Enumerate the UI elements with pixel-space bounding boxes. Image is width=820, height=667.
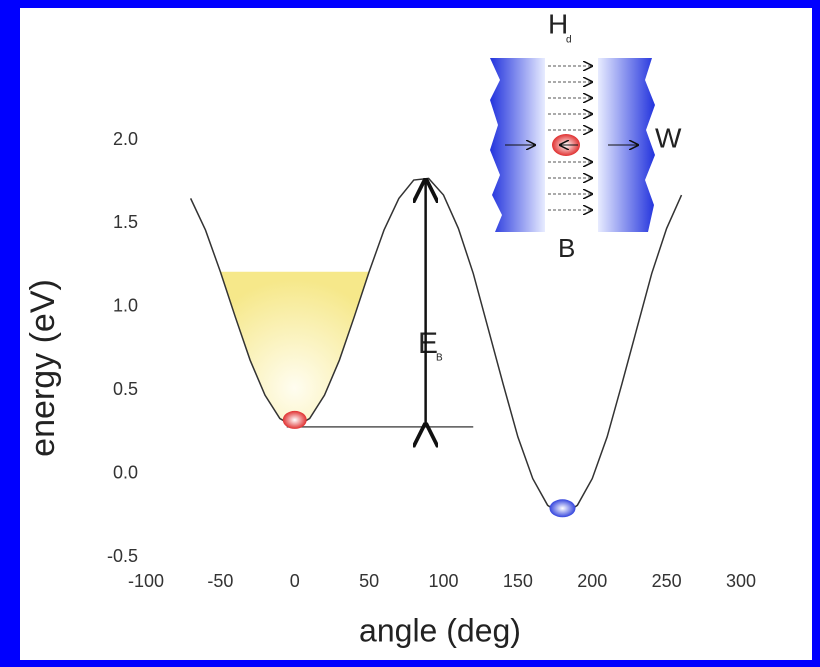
particle-blue bbox=[549, 499, 576, 518]
plot-background bbox=[20, 8, 812, 660]
x-tick-label: 100 bbox=[428, 571, 458, 591]
x-tick-label: 0 bbox=[290, 571, 300, 591]
y-tick-label: 1.5 bbox=[113, 212, 138, 232]
inset-diagram: H d W B bbox=[490, 8, 682, 263]
y-tick-label: 0.5 bbox=[113, 379, 138, 399]
y-tick-label: 2.0 bbox=[113, 129, 138, 149]
x-tick-label: -100 bbox=[128, 571, 164, 591]
y-tick-label: 0.0 bbox=[113, 462, 138, 482]
y-axis-label: energy (eV) bbox=[24, 279, 62, 457]
x-tick-label: 200 bbox=[577, 571, 607, 591]
well-fill bbox=[220, 271, 370, 427]
barrier-label: E bbox=[418, 327, 438, 360]
wall-label: W bbox=[655, 122, 682, 153]
particle-red bbox=[282, 410, 307, 429]
barrier-subscript: B bbox=[436, 353, 443, 364]
field-label: H bbox=[548, 8, 568, 39]
field-subscript: d bbox=[566, 35, 572, 46]
y-tick-label: -0.5 bbox=[107, 546, 138, 566]
x-tick-label: 250 bbox=[652, 571, 682, 591]
x-tick-label: -50 bbox=[207, 571, 233, 591]
x-tick-label: 300 bbox=[726, 571, 756, 591]
inset-b-label: B bbox=[558, 233, 575, 263]
x-axis-label: angle (deg) bbox=[359, 612, 521, 648]
y-tick-label: 1.0 bbox=[113, 296, 138, 316]
x-tick-label: 150 bbox=[503, 571, 533, 591]
x-tick-label: 50 bbox=[359, 571, 379, 591]
field-arrows bbox=[548, 66, 592, 210]
